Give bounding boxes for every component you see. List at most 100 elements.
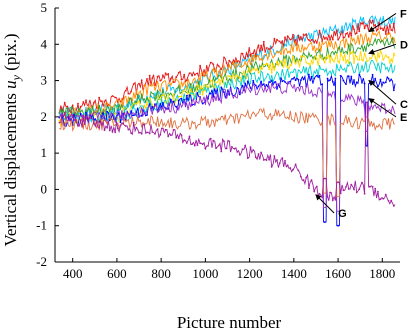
series-point <box>286 66 289 68</box>
series-point <box>374 56 377 59</box>
series-point <box>252 68 255 71</box>
series-point <box>170 77 172 80</box>
series-point <box>249 71 252 73</box>
series-point <box>384 193 387 196</box>
series-point <box>146 101 148 104</box>
series-point <box>350 52 353 54</box>
series-point <box>180 95 183 98</box>
series-point <box>369 185 371 188</box>
series-point <box>382 81 385 84</box>
series-point <box>276 60 278 63</box>
series-point <box>127 128 130 131</box>
series-point <box>228 75 231 78</box>
x-tick-label: 1800 <box>369 266 395 281</box>
series-point <box>329 61 331 64</box>
series-point <box>180 78 183 81</box>
series-point <box>196 84 199 87</box>
series-point <box>177 95 180 98</box>
series-point <box>358 30 361 33</box>
series-point <box>276 159 278 161</box>
series-point <box>114 112 117 115</box>
series-point <box>207 69 209 72</box>
series-point <box>254 156 257 159</box>
series-point <box>305 33 308 35</box>
series-point <box>201 93 204 96</box>
series-point <box>257 44 260 47</box>
series-point <box>345 33 347 35</box>
series-line <box>59 107 396 198</box>
tick-layer: 400 600 800 1000 1200 1400 1600 1800 -2 -1 0 1 2 3 4 5 <box>36 0 395 281</box>
series-point <box>63 101 66 104</box>
series-point <box>292 78 294 80</box>
series-point <box>315 57 318 60</box>
series-point <box>377 190 379 193</box>
series-point <box>148 96 151 99</box>
series-point <box>284 36 286 39</box>
series-point <box>79 112 82 115</box>
series-point <box>310 39 313 41</box>
series-point <box>270 165 273 168</box>
series-point <box>246 80 249 83</box>
series-point <box>154 133 156 135</box>
series-point <box>358 188 361 191</box>
series-point <box>289 167 292 169</box>
series-point <box>239 76 241 79</box>
series-point <box>273 81 276 84</box>
series-point <box>371 19 374 22</box>
series-point <box>260 80 262 83</box>
series-point <box>315 185 318 188</box>
series-point <box>329 191 331 194</box>
x-tick-label: 600 <box>107 266 127 281</box>
series-point <box>167 94 170 97</box>
x-tick-label: 1000 <box>192 266 218 281</box>
y-axis-label-var: u <box>1 80 20 89</box>
series-point <box>138 131 140 134</box>
series-point <box>262 159 265 161</box>
series-point <box>310 179 313 182</box>
series-point <box>148 103 151 105</box>
series-line <box>59 101 396 207</box>
series-point <box>201 143 204 146</box>
series-point <box>233 147 236 150</box>
series-point <box>390 58 393 61</box>
series-point <box>127 92 130 95</box>
series-point <box>249 54 252 57</box>
x-tick-label: 1400 <box>281 266 307 281</box>
series-point <box>103 129 106 132</box>
series-point <box>377 28 379 31</box>
series-point <box>361 22 363 25</box>
series-point <box>69 112 71 115</box>
series-point <box>273 155 276 157</box>
series-point <box>159 98 162 101</box>
y-axis-label-main: Vertical displacements <box>1 89 20 247</box>
annotation-arrow <box>368 43 397 55</box>
series-point <box>140 115 143 117</box>
series-point <box>225 62 228 64</box>
series-point <box>273 37 276 40</box>
series-point <box>93 122 95 125</box>
series-point <box>101 115 103 118</box>
series-point <box>143 104 146 107</box>
series-point <box>151 77 154 79</box>
series-point <box>347 188 350 190</box>
series-point <box>355 81 358 84</box>
series-point <box>294 62 297 65</box>
series-point <box>294 79 297 82</box>
series-point <box>379 198 382 201</box>
series-point <box>122 107 124 110</box>
series-point <box>66 105 69 108</box>
series-point <box>331 199 334 202</box>
series-point <box>371 185 374 188</box>
series-point <box>69 119 71 122</box>
series-point <box>310 59 313 62</box>
series-point <box>363 82 366 85</box>
series-point <box>342 189 345 192</box>
annotation-arrow <box>315 194 335 214</box>
series-point <box>355 55 358 58</box>
series-point <box>151 131 154 133</box>
series-point <box>334 198 337 201</box>
series-point <box>302 179 305 181</box>
series-point <box>297 78 300 81</box>
series-point <box>132 83 135 85</box>
series-point <box>236 87 239 89</box>
